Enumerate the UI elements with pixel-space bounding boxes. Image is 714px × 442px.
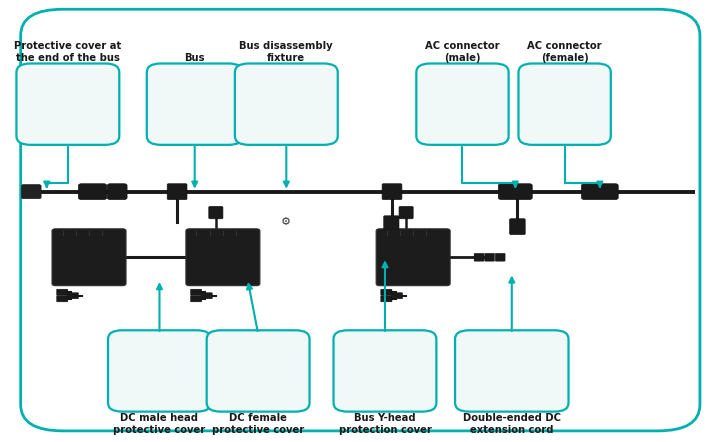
FancyBboxPatch shape — [474, 253, 484, 261]
FancyBboxPatch shape — [391, 293, 403, 299]
FancyBboxPatch shape — [201, 293, 212, 299]
Text: Bus: Bus — [184, 53, 205, 63]
FancyBboxPatch shape — [67, 293, 79, 299]
FancyBboxPatch shape — [56, 296, 68, 302]
FancyBboxPatch shape — [21, 9, 700, 431]
Text: Bus Y-head
protection cover: Bus Y-head protection cover — [338, 413, 431, 435]
FancyBboxPatch shape — [208, 206, 223, 219]
FancyBboxPatch shape — [455, 330, 568, 412]
FancyBboxPatch shape — [191, 296, 202, 302]
FancyBboxPatch shape — [381, 289, 392, 295]
FancyBboxPatch shape — [79, 184, 106, 199]
FancyBboxPatch shape — [518, 64, 610, 145]
Text: DC female
protective cover: DC female protective cover — [212, 413, 304, 435]
FancyBboxPatch shape — [16, 64, 119, 145]
FancyBboxPatch shape — [191, 289, 202, 295]
FancyBboxPatch shape — [206, 330, 310, 412]
FancyBboxPatch shape — [52, 229, 126, 286]
FancyBboxPatch shape — [56, 289, 68, 295]
FancyBboxPatch shape — [510, 219, 526, 235]
Text: Protective cover at
the end of the bus: Protective cover at the end of the bus — [14, 41, 121, 63]
FancyBboxPatch shape — [381, 296, 392, 302]
FancyBboxPatch shape — [485, 253, 495, 261]
FancyBboxPatch shape — [186, 229, 260, 286]
FancyBboxPatch shape — [21, 185, 41, 198]
FancyBboxPatch shape — [496, 253, 505, 261]
FancyBboxPatch shape — [498, 184, 532, 199]
FancyBboxPatch shape — [399, 206, 413, 219]
FancyBboxPatch shape — [235, 64, 338, 145]
Text: ⚙: ⚙ — [281, 217, 291, 227]
FancyBboxPatch shape — [581, 184, 618, 199]
Text: AC connector
(female): AC connector (female) — [528, 41, 602, 63]
FancyBboxPatch shape — [107, 184, 127, 199]
Text: Bus disassembly
fixture: Bus disassembly fixture — [239, 41, 333, 63]
FancyBboxPatch shape — [376, 229, 450, 286]
FancyBboxPatch shape — [383, 216, 399, 230]
FancyBboxPatch shape — [147, 64, 243, 145]
FancyBboxPatch shape — [108, 330, 211, 412]
Text: Double-ended DC
extension cord: Double-ended DC extension cord — [463, 413, 560, 435]
FancyBboxPatch shape — [416, 64, 508, 145]
Text: AC connector
(male): AC connector (male) — [425, 41, 500, 63]
FancyBboxPatch shape — [167, 184, 187, 199]
Text: DC male head
protective cover: DC male head protective cover — [114, 413, 206, 435]
FancyBboxPatch shape — [382, 184, 402, 199]
FancyBboxPatch shape — [333, 330, 436, 412]
